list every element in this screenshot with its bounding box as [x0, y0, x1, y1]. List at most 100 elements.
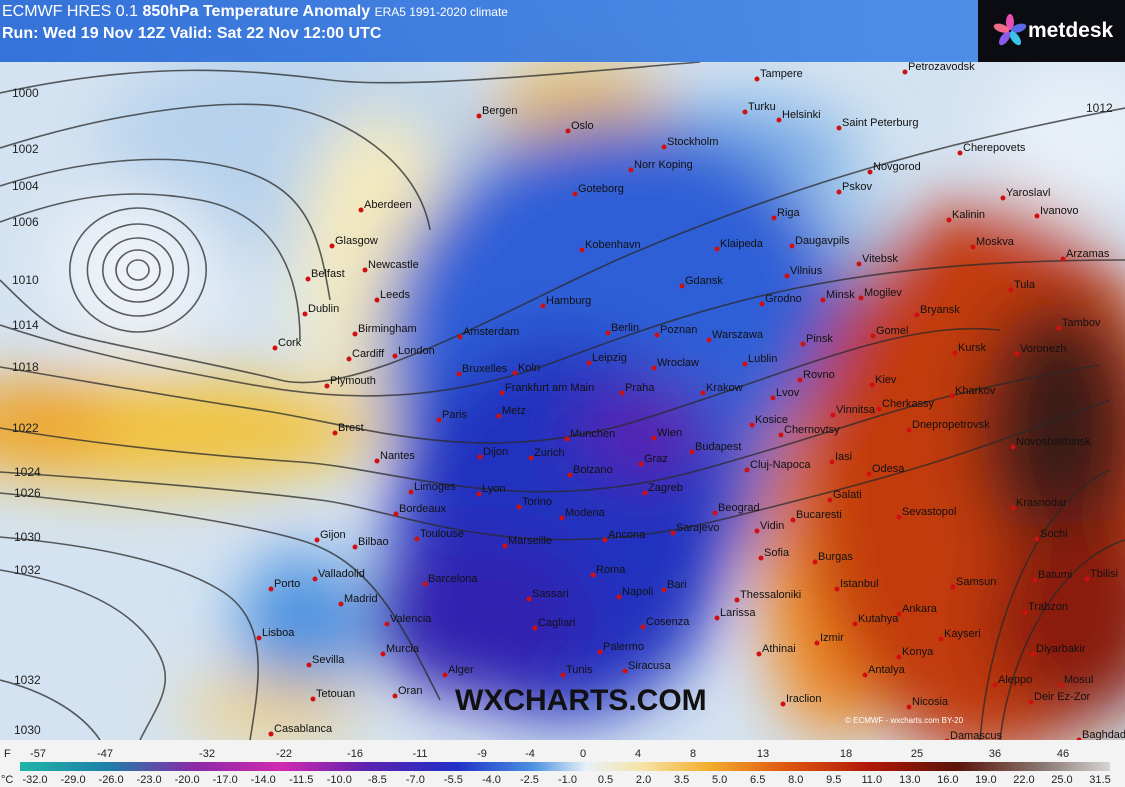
isobar — [0, 492, 441, 701]
city-dot — [812, 559, 818, 565]
city-label: Sochi — [1040, 528, 1068, 540]
city-label: Hamburg — [546, 295, 591, 307]
city-label: Napoli — [622, 586, 653, 598]
city-dot — [869, 382, 875, 388]
city-dot — [789, 243, 795, 249]
city-label: Madrid — [344, 593, 378, 605]
city-dot — [758, 555, 764, 561]
city-dot — [256, 635, 262, 641]
city-dot — [422, 581, 428, 587]
city-label: Gijon — [320, 529, 346, 541]
city-dot — [830, 412, 836, 418]
isobar-label: 1026 — [14, 486, 41, 500]
city-dot — [476, 491, 482, 497]
city-dot — [661, 144, 667, 150]
city-label: Konya — [902, 646, 934, 658]
legend-c-label: 22.0 — [1013, 774, 1034, 786]
city-label: Zurich — [534, 447, 565, 459]
city-label: Praha — [625, 382, 655, 394]
city-dot — [744, 467, 750, 473]
city-label: Barcelona — [428, 573, 478, 585]
isobar — [0, 536, 259, 741]
city-label: Bilbao — [358, 536, 389, 548]
legend-f-label: -16 — [347, 748, 363, 760]
isobar-label: 1022 — [12, 421, 39, 435]
city-label: Antalya — [868, 664, 906, 676]
isobar — [0, 107, 1125, 384]
legend-c-label: 9.5 — [826, 774, 841, 786]
city-dot — [1022, 609, 1028, 615]
legend-f-label: -9 — [477, 748, 487, 760]
city-dot — [759, 301, 765, 307]
city-dot — [836, 125, 842, 131]
city-label: Limoges — [414, 481, 456, 493]
legend-c-label: -23.0 — [137, 774, 162, 786]
city-dot — [312, 576, 318, 582]
city-label: Gdansk — [685, 275, 723, 287]
city-dot — [374, 458, 380, 464]
city-label: Tetouan — [316, 688, 355, 700]
city-dot — [902, 69, 908, 75]
city-dot — [836, 189, 842, 195]
city-label: Marseille — [508, 535, 552, 547]
city-dot — [992, 682, 998, 688]
city-label: Metz — [502, 405, 526, 417]
city-dot — [1000, 195, 1006, 201]
logo[interactable]: metdesk — [978, 0, 1125, 62]
city-dot — [567, 472, 573, 478]
city-label: Helsinki — [782, 109, 821, 121]
city-dot — [528, 455, 534, 461]
city-label: Pskov — [842, 181, 872, 193]
city-label: Lisboa — [262, 627, 295, 639]
isobar — [999, 539, 1125, 741]
city-dot — [560, 672, 566, 678]
city-dot — [332, 430, 338, 436]
logo-icon — [993, 14, 1027, 46]
city-dot — [906, 704, 912, 710]
city-label: Sevilla — [312, 654, 345, 666]
city-label: Cherepovets — [963, 142, 1026, 154]
city-label: Lvov — [776, 387, 800, 399]
city-dot — [670, 530, 676, 536]
city-label: Tula — [1014, 279, 1036, 291]
isobar — [102, 237, 175, 303]
city-dot — [1028, 699, 1034, 705]
city-label: Daugavpils — [795, 235, 850, 247]
city-dot — [754, 528, 760, 534]
city-dot — [392, 353, 398, 359]
city-label: Samsun — [956, 576, 996, 588]
city-dot — [559, 515, 565, 521]
city-label: Kharkov — [955, 385, 996, 397]
city-label: Belfast — [311, 268, 345, 280]
city-label: Kobenhavn — [585, 239, 641, 251]
legend-c-label: -4.0 — [482, 774, 501, 786]
legend-c-label: -10.0 — [327, 774, 352, 786]
isobar — [0, 399, 1111, 541]
city-dot — [952, 350, 958, 356]
city-dot — [852, 621, 858, 627]
city-dot — [797, 377, 803, 383]
city-dot — [856, 261, 862, 267]
city-dot — [564, 436, 570, 442]
city-dot — [829, 459, 835, 465]
city-label: Kayseri — [944, 628, 981, 640]
city-dot — [540, 303, 546, 309]
legend-c-label: 19.0 — [975, 774, 996, 786]
city-dot — [628, 167, 634, 173]
isobar — [0, 569, 166, 741]
city-label: Moskva — [976, 236, 1015, 248]
city-dot — [827, 497, 833, 503]
city-label: Modena — [565, 507, 606, 519]
isobar-label: 1006 — [12, 215, 39, 229]
city-label: Berlin — [611, 322, 639, 334]
city-label: Cluj-Napoca — [750, 459, 811, 471]
city-dot — [306, 662, 312, 668]
legend-c-label: 2.0 — [636, 774, 651, 786]
city-dot — [516, 504, 522, 510]
city-label: Iraclion — [786, 693, 821, 705]
isobar-label: 1032 — [14, 563, 41, 577]
model: ECMWF HRES 0.1 — [2, 3, 139, 20]
city-label: Bordeaux — [399, 503, 447, 515]
isobar — [0, 364, 1101, 493]
